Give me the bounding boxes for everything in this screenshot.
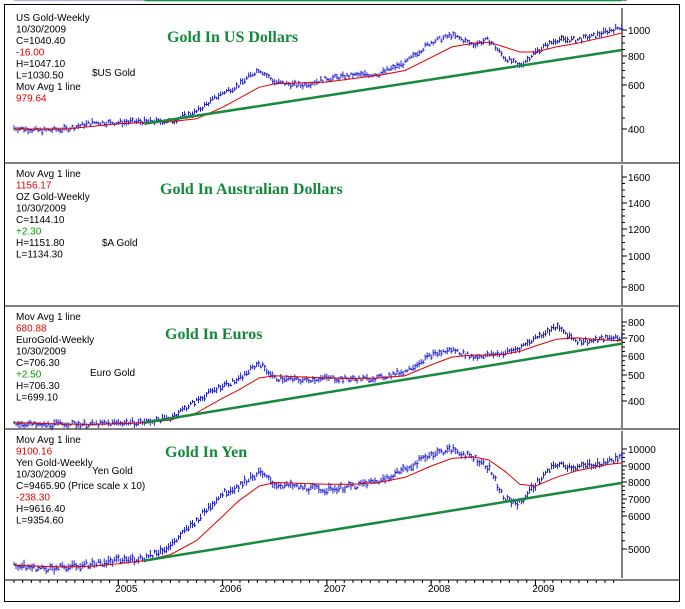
info-line: H=1151.80 bbox=[16, 238, 65, 249]
info-line: C=9465.90 (Price scale x 10) bbox=[16, 481, 145, 492]
info-line: C=706.30 bbox=[16, 358, 60, 369]
info-line: -238.30 bbox=[16, 493, 50, 504]
y-tick-label: 800 bbox=[628, 283, 645, 294]
moving-average-line bbox=[13, 456, 623, 568]
trend-line bbox=[144, 481, 623, 562]
info-line: 10/30/2009 bbox=[16, 25, 66, 36]
y-tick-label: 6000 bbox=[628, 512, 651, 523]
price-series bbox=[13, 443, 624, 575]
y-tick-label: 10000 bbox=[628, 445, 656, 456]
trend-line bbox=[144, 48, 623, 126]
info-line: C=1144.10 bbox=[16, 215, 65, 226]
info-line: H=1047.10 bbox=[16, 59, 66, 70]
y-tick-label: 1000 bbox=[628, 26, 651, 37]
info-line: L=1030.50 bbox=[16, 71, 64, 82]
y-tick-label: 800 bbox=[628, 52, 645, 63]
info-line: 1156.17 bbox=[16, 181, 52, 192]
panel-title: Gold In Yen bbox=[165, 444, 247, 461]
info-line: Mov Avg 1 line bbox=[16, 82, 81, 93]
y-tick-label: 1000 bbox=[628, 252, 651, 263]
info-line: 979.64 bbox=[16, 94, 47, 105]
panel-title: Gold In Australian Dollars bbox=[160, 181, 343, 198]
info-line: +2.50 bbox=[16, 370, 42, 381]
info-line: 9100.16 bbox=[16, 447, 53, 458]
y-tick-label: 400 bbox=[628, 125, 645, 136]
y-tick-label: 600 bbox=[628, 352, 645, 363]
info-line: 680.88 bbox=[16, 324, 47, 335]
series-label: $A Gold bbox=[102, 238, 138, 249]
info-line: +2.30 bbox=[16, 227, 42, 238]
info-line: H=706.30 bbox=[16, 381, 60, 392]
trend-line bbox=[144, 342, 623, 424]
series-label: $US Gold bbox=[92, 68, 135, 79]
price-series bbox=[13, 23, 624, 136]
y-tick-label: 1400 bbox=[628, 199, 651, 210]
x-tick-label: 2008 bbox=[428, 584, 451, 595]
info-line: Mov Avg 1 line bbox=[16, 312, 81, 323]
panel-title: Gold In Euros bbox=[165, 326, 263, 343]
y-tick-label: 7000 bbox=[628, 495, 651, 506]
y-tick-label: 800 bbox=[628, 318, 645, 329]
info-line: 10/30/2009 bbox=[16, 470, 66, 481]
x-tick-label: 2005 bbox=[115, 584, 138, 595]
info-line: L=1134.30 bbox=[16, 250, 63, 261]
y-tick-label: 500 bbox=[628, 371, 645, 382]
series-label: Yen Gold bbox=[92, 466, 133, 477]
moving-average-line bbox=[13, 337, 623, 425]
x-tick-label: 2009 bbox=[532, 584, 555, 595]
y-tick-label: 1600 bbox=[628, 173, 651, 184]
info-line: -16.00 bbox=[16, 48, 45, 59]
y-tick-label: 9000 bbox=[628, 462, 651, 473]
y-tick-label: 600 bbox=[628, 0, 645, 3]
series-label: Euro Gold bbox=[90, 368, 135, 379]
info-line: H=9616.40 bbox=[16, 504, 66, 515]
y-tick-label: 600 bbox=[628, 81, 645, 92]
info-line: OZ Gold-Weekly bbox=[16, 192, 90, 203]
info-line: Mov Avg 1 line bbox=[16, 435, 81, 446]
info-line: EuroGold-Weekly bbox=[16, 335, 94, 346]
y-tick-label: 5000 bbox=[628, 545, 651, 556]
chart-frame bbox=[4, 4, 680, 602]
info-line: 10/30/2009 bbox=[16, 347, 66, 358]
x-tick-label: 2007 bbox=[324, 584, 347, 595]
y-tick-label: 400 bbox=[628, 397, 645, 408]
x-tick-label: 2006 bbox=[219, 584, 242, 595]
y-tick-label: 8000 bbox=[628, 478, 651, 489]
info-line: US Gold-Weekly bbox=[16, 13, 90, 24]
info-line: L=9354.60 bbox=[16, 516, 64, 527]
info-line: C=1040.40 bbox=[16, 36, 66, 47]
y-tick-label: 700 bbox=[628, 334, 645, 345]
info-line: Yen Gold-Weekly bbox=[16, 458, 93, 469]
info-line: 10/30/2009 bbox=[16, 204, 66, 215]
moving-average-line bbox=[14, 32, 623, 130]
panel-title: Gold In US Dollars bbox=[167, 29, 298, 46]
info-line: L=699.10 bbox=[16, 393, 58, 404]
y-tick-label: 1200 bbox=[628, 225, 651, 236]
info-line: Mov Avg 1 line bbox=[16, 169, 81, 180]
